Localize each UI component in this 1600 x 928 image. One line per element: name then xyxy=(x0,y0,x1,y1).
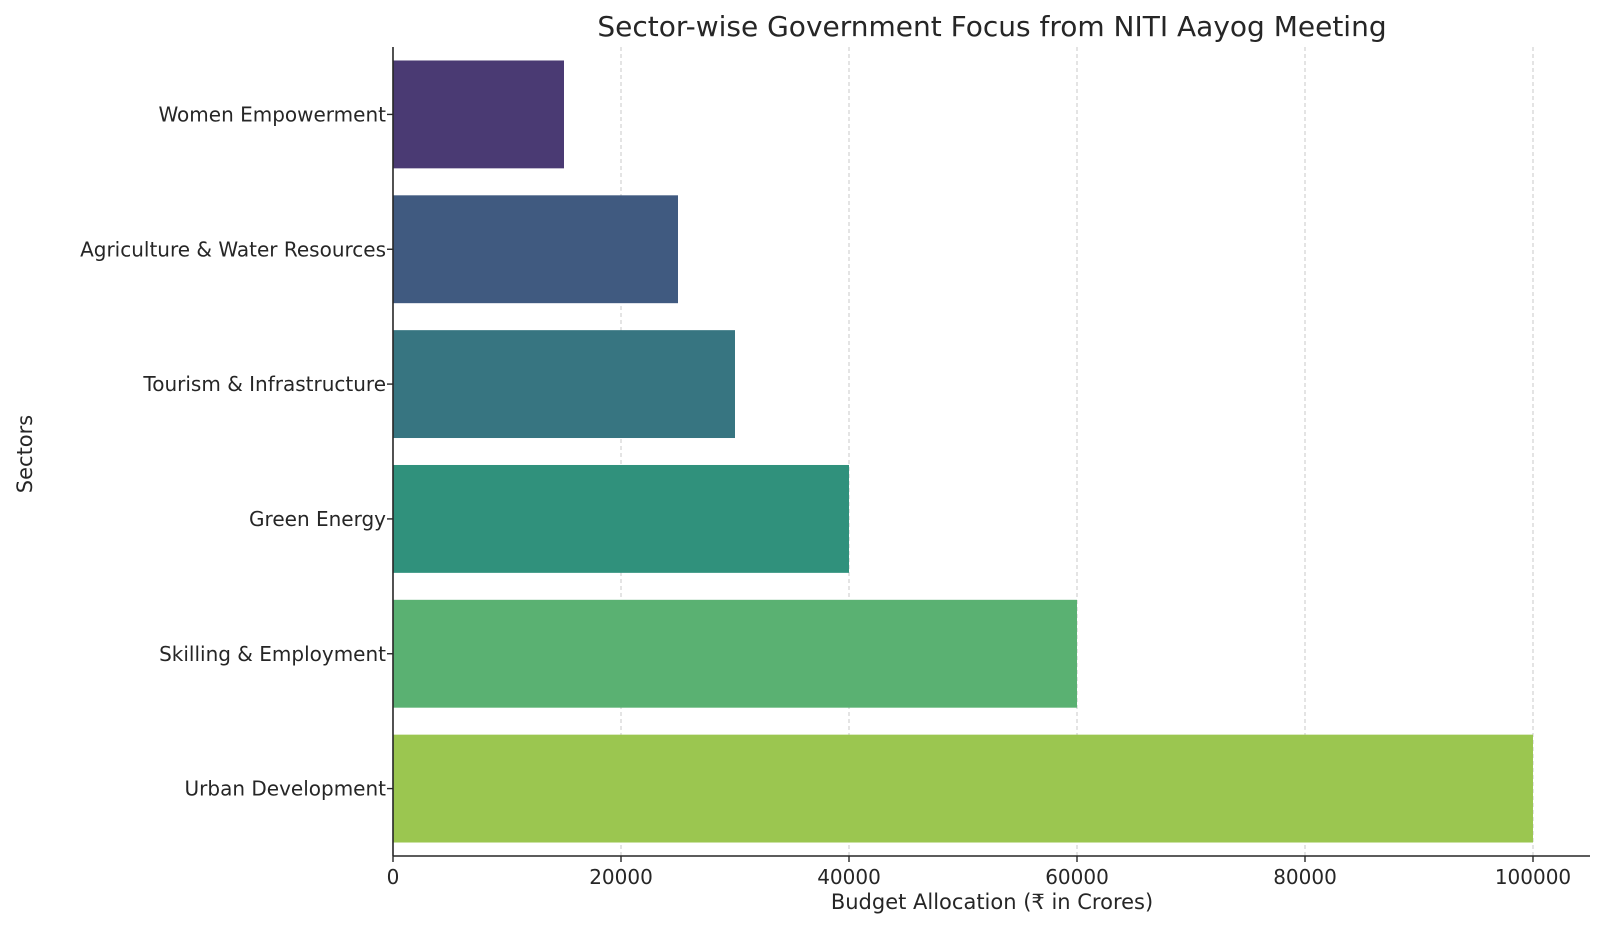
y-axis-label: Sectors xyxy=(13,415,37,493)
bar xyxy=(393,195,678,304)
bar xyxy=(393,464,849,573)
x-tick-label: 20000 xyxy=(589,865,653,889)
grid-lines xyxy=(620,47,1534,856)
y-tick-label: Urban Development xyxy=(185,777,387,801)
y-tick-label: Tourism & Infrastructure xyxy=(142,372,386,396)
bar xyxy=(393,60,564,169)
y-ticks: Women Empowerment Agriculture & Water Res… xyxy=(80,102,393,801)
bar xyxy=(393,330,735,439)
x-tick-label: 80000 xyxy=(1273,865,1337,889)
bar xyxy=(393,734,1533,843)
bars xyxy=(393,60,1533,843)
x-tick-label: 60000 xyxy=(1045,865,1109,889)
x-tick-label: 0 xyxy=(387,865,400,889)
bar xyxy=(393,599,1077,708)
axes xyxy=(392,47,1590,857)
x-ticks: 0 20000 40000 60000 80000 100000 xyxy=(387,856,1571,889)
x-axis-label: Budget Allocation (₹ in Crores) xyxy=(831,890,1153,914)
x-tick-label: 100000 xyxy=(1495,865,1571,889)
y-tick-label: Skilling & Employment xyxy=(159,642,386,666)
y-tick-label: Green Energy xyxy=(249,507,386,531)
y-tick-label: Women Empowerment xyxy=(158,102,386,126)
x-tick-label: 40000 xyxy=(817,865,881,889)
y-tick-label: Agriculture & Water Resources xyxy=(80,237,386,261)
chart-title: Sector-wise Government Focus from NITI A… xyxy=(597,10,1386,43)
